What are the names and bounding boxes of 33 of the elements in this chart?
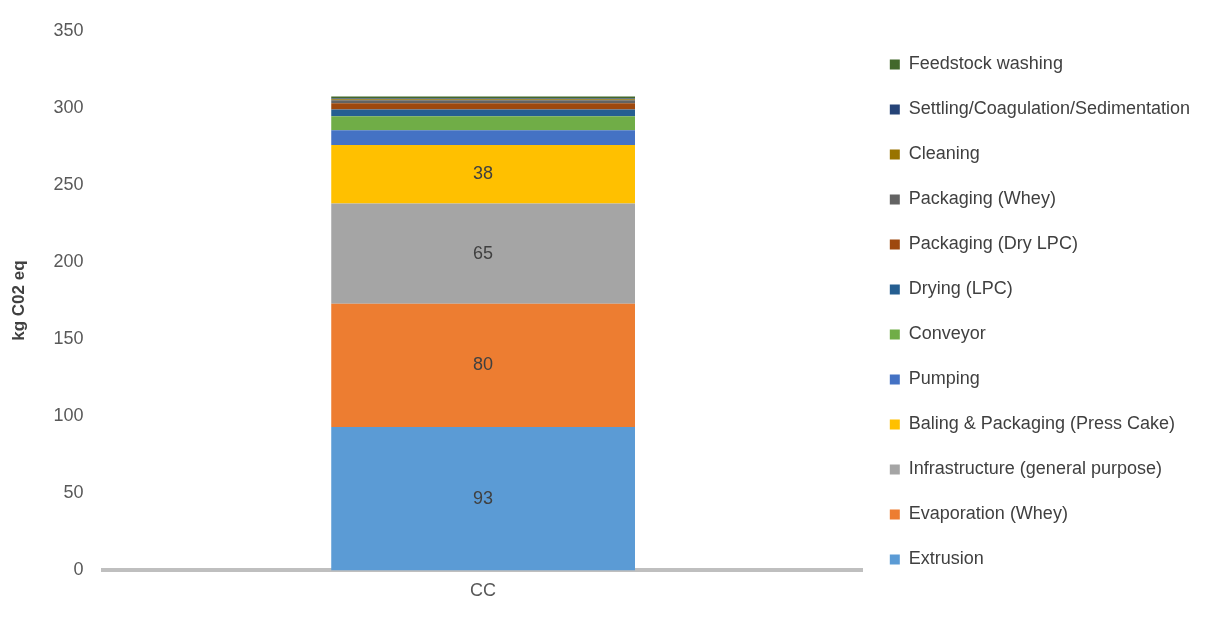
y-tick-label: 50: [63, 482, 84, 503]
x-tick-label: CC: [470, 580, 497, 601]
legend-label: Extrusion: [908, 548, 984, 569]
legend-label: Infrastructure (general purpose): [908, 458, 1162, 479]
y-tick-label: 250: [53, 173, 84, 194]
legend-label: Cleaning: [908, 143, 980, 164]
data-label: 93: [473, 487, 494, 508]
bar: [331, 109, 635, 117]
bar: [331, 116, 635, 131]
bar: [331, 303, 635, 428]
y-tick-label: 150: [53, 328, 84, 349]
legend-label: Pumping: [908, 368, 980, 389]
legend-label: Baling & Packaging (Press Cake): [908, 413, 1175, 434]
legend-label: Packaging (Whey): [908, 188, 1056, 209]
bar: [331, 103, 635, 110]
bar: [331, 144, 635, 204]
legend-label: Drying (LPC): [908, 278, 1013, 299]
y-tick-label: 350: [53, 19, 84, 40]
legend-label: Settling/Coagulation/Sedimentation: [908, 98, 1191, 119]
y-tick-label: 0: [73, 559, 84, 580]
legend-label: Feedstock washing: [908, 53, 1063, 74]
legend-label: Conveyor: [908, 323, 986, 344]
legend-label: Packaging (Dry LPC): [908, 233, 1078, 254]
y-tick-label: 200: [53, 251, 84, 272]
bar: [331, 130, 635, 145]
y-tick-label: 300: [53, 96, 84, 117]
y-tick-label: 100: [53, 405, 84, 426]
y-axis-title: kg C02 eq: [8, 260, 28, 341]
legend-label: Evaporation (Whey): [908, 503, 1068, 524]
data-label: 38: [473, 163, 494, 184]
data-label: 65: [473, 242, 494, 263]
data-label: 80: [473, 354, 494, 375]
bar: [331, 203, 635, 304]
